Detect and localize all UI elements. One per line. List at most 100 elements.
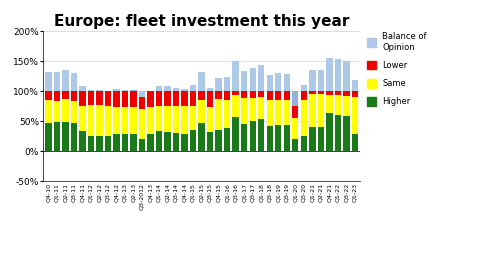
Bar — [113, 107, 120, 134]
Bar — [88, 90, 94, 91]
Bar — [88, 105, 94, 136]
Bar — [292, 139, 299, 151]
Bar — [232, 61, 239, 91]
Bar — [164, 86, 171, 91]
Bar — [258, 97, 264, 119]
Bar — [250, 91, 256, 98]
Bar — [96, 105, 103, 136]
Bar — [207, 132, 213, 151]
Bar — [250, 121, 256, 151]
Bar — [275, 73, 281, 91]
Bar — [352, 134, 358, 151]
Bar — [335, 59, 341, 91]
Bar — [173, 88, 179, 91]
Bar — [300, 136, 307, 151]
Bar — [198, 123, 205, 151]
Bar — [164, 106, 171, 132]
Bar — [181, 89, 188, 91]
Bar — [224, 128, 230, 151]
Bar — [207, 107, 213, 132]
Bar — [326, 91, 333, 95]
Bar — [122, 134, 128, 151]
Bar — [266, 126, 273, 151]
Bar — [181, 134, 188, 151]
Bar — [241, 124, 247, 151]
Bar — [309, 91, 315, 94]
Bar — [207, 88, 213, 91]
Bar — [198, 100, 205, 123]
Bar — [258, 91, 264, 97]
Bar — [156, 86, 162, 91]
Bar — [147, 91, 154, 107]
Bar — [164, 91, 171, 106]
Bar — [190, 85, 196, 91]
Bar — [62, 91, 69, 99]
Bar — [54, 123, 60, 151]
Bar — [232, 95, 239, 117]
Bar — [105, 136, 111, 151]
Bar — [71, 123, 77, 151]
Bar — [309, 70, 315, 91]
Bar — [96, 91, 103, 105]
Bar — [352, 80, 358, 91]
Bar — [309, 94, 315, 127]
Bar — [343, 91, 349, 96]
Bar — [156, 91, 162, 106]
Bar — [343, 61, 349, 91]
Bar — [139, 139, 145, 151]
Bar — [173, 133, 179, 151]
Bar — [113, 89, 120, 91]
Bar — [284, 100, 290, 125]
Bar — [62, 69, 69, 91]
Bar — [292, 118, 299, 139]
Bar — [241, 98, 247, 124]
Bar — [156, 131, 162, 151]
Bar — [266, 91, 273, 100]
Bar — [309, 127, 315, 151]
Bar — [300, 91, 307, 100]
Bar — [62, 99, 69, 122]
Bar — [62, 122, 69, 151]
Bar — [300, 100, 307, 136]
Bar — [79, 131, 85, 151]
Bar — [318, 94, 324, 127]
Bar — [224, 77, 230, 91]
Bar — [216, 130, 222, 151]
Bar — [275, 99, 281, 125]
Bar — [45, 91, 51, 100]
Bar — [352, 97, 358, 134]
Bar — [105, 106, 111, 136]
Bar — [250, 98, 256, 121]
Bar — [79, 91, 85, 106]
Bar — [139, 91, 145, 109]
Bar — [250, 68, 256, 91]
Bar — [258, 65, 264, 91]
Bar — [241, 91, 247, 98]
Bar — [352, 91, 358, 97]
Bar — [45, 123, 51, 151]
Bar — [45, 72, 51, 91]
Bar — [216, 78, 222, 91]
Bar — [284, 91, 290, 100]
Bar — [326, 57, 333, 91]
Bar — [300, 85, 307, 91]
Bar — [88, 91, 94, 105]
Bar — [326, 95, 333, 113]
Bar — [318, 91, 324, 94]
Bar — [241, 71, 247, 91]
Bar — [54, 91, 60, 101]
Bar — [232, 117, 239, 151]
Bar — [139, 109, 145, 139]
Bar — [130, 90, 137, 91]
Bar — [216, 99, 222, 130]
Bar — [335, 114, 341, 151]
Bar — [207, 91, 213, 107]
Bar — [258, 119, 264, 151]
Bar — [292, 91, 299, 118]
Bar — [105, 91, 111, 106]
Bar — [216, 91, 222, 99]
Bar — [173, 91, 179, 106]
Bar — [173, 106, 179, 133]
Title: Europe: fleet investment this year: Europe: fleet investment this year — [54, 13, 349, 28]
Legend: Balance of
Opinion, Lower, Same, Higher: Balance of Opinion, Lower, Same, Higher — [367, 32, 427, 106]
